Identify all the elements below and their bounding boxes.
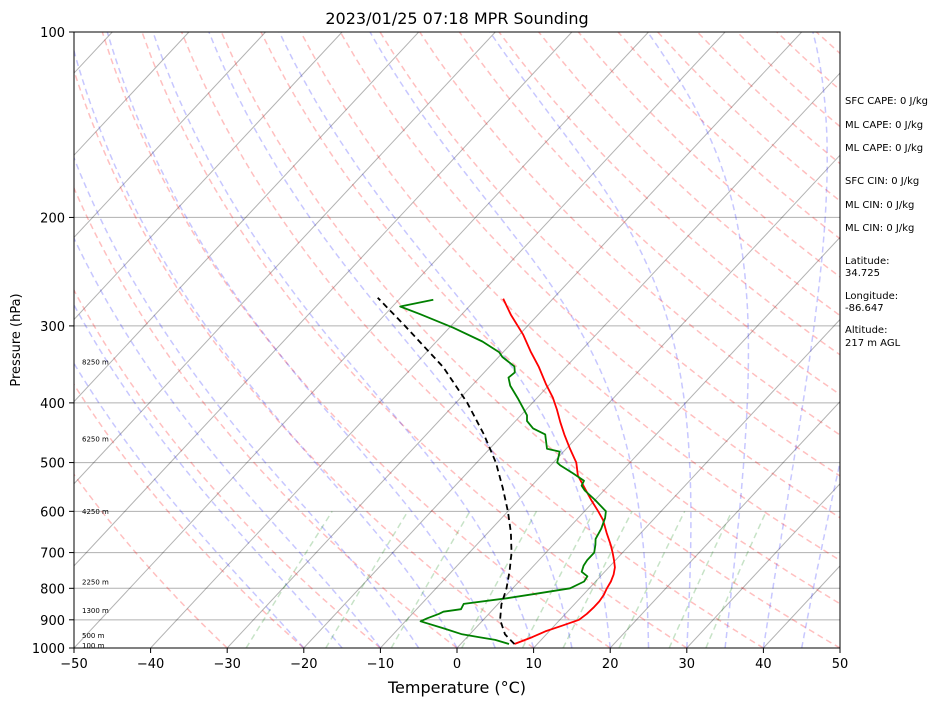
isotherm-line	[456, 236, 840, 648]
altitude-text: Altitude: 217 m AGL	[845, 325, 901, 349]
axis-ticks: −50 −40 −30 −20 −10 0 10 20 30 40 50 100 200 300 400 50…	[32, 26, 848, 672]
moist-adiabat-line	[647, 32, 750, 648]
x-axis-label: Temperature (°C)	[387, 678, 526, 697]
moist-adiabat-line	[74, 236, 381, 648]
mixing-ratio-line	[562, 510, 633, 648]
mixing-ratio-line	[668, 510, 733, 648]
mixing-ratio-line	[618, 510, 686, 648]
y-axis-label: Pressure (hPa)	[9, 293, 24, 386]
dry-adiabat-line	[74, 383, 305, 648]
height-annotation-label: 6250 m	[82, 436, 109, 444]
mixing-ratio-line	[461, 510, 538, 648]
ml-cape-text: ML CAPE: 0 J/kg	[845, 120, 923, 131]
moist-adiabat-line	[74, 155, 420, 648]
y-tick-label: 700	[40, 547, 65, 562]
dry-adiabat-line	[498, 32, 840, 356]
mixing-ratio-line	[521, 510, 595, 648]
isotherm-line	[74, 32, 343, 321]
moist-adiabat-line	[762, 32, 828, 648]
isotherm-line	[686, 483, 840, 648]
x-tick-label: −50	[60, 657, 87, 672]
height-annotations: 100 m 500 m 1300 m 2250 m 4250 m 6250 m 8250 m	[82, 359, 109, 650]
moist-adiabat-line	[369, 32, 650, 648]
y-tick-label: 800	[40, 582, 65, 597]
y-tick-label: 900	[40, 614, 65, 629]
isotherm-line	[74, 32, 573, 567]
isotherm-line	[533, 318, 840, 648]
moist-adiabat-line	[278, 32, 611, 648]
isotherm-line	[74, 32, 190, 156]
height-annotation-label: 100 m	[82, 642, 105, 650]
data-lines	[377, 297, 616, 645]
y-tick-label: 500	[40, 457, 65, 472]
side-info-panel: SFC CAPE: 0 J/kg ML CAPE: 0 J/kg ML CAPE…	[845, 96, 928, 349]
x-tick-label: 20	[602, 657, 619, 672]
dry-adiabat-line	[74, 186, 458, 648]
longitude-text: Longitude: -86.647	[845, 291, 898, 314]
x-tick-label: −20	[290, 657, 317, 672]
x-tick-label: −10	[367, 657, 394, 672]
isotherm-line	[74, 32, 420, 403]
dewpoint-profile-line	[399, 298, 607, 645]
y-tick-label: 1000	[32, 642, 65, 657]
moist-adiabat-line	[74, 303, 343, 648]
mixing-ratio-line	[245, 510, 333, 648]
moist-adiabat-line	[74, 362, 305, 648]
dry-adiabat-line	[538, 32, 840, 317]
x-tick-label: 40	[755, 657, 772, 672]
dry-adiabat-line	[180, 32, 764, 648]
isotherm-line	[303, 72, 840, 648]
chart-title: 2023/01/25 07:18 MPR Sounding	[325, 9, 588, 28]
y-tick-label: 100	[40, 26, 65, 41]
mixing-ratio-line	[390, 510, 471, 648]
moist-adiabat-line	[800, 459, 840, 648]
moist-adiabat-line	[106, 32, 496, 648]
isotherm-line	[74, 32, 496, 485]
background-lines	[74, 32, 840, 648]
moist-adiabat-line	[208, 32, 573, 648]
y-tick-label: 300	[40, 320, 65, 335]
ml-cape-text-2: ML CAPE: 0 J/kg	[845, 143, 923, 154]
isotherm-line	[150, 32, 726, 648]
y-tick-label: 400	[40, 397, 65, 412]
isotherm-line	[74, 32, 649, 648]
dry-adiabat-line	[220, 32, 840, 648]
height-annotation-label: 4250 m	[82, 508, 109, 516]
isotherm-line	[74, 32, 266, 239]
y-tick-label: 200	[40, 211, 65, 226]
height-annotation-label: 2250 m	[82, 579, 109, 587]
height-annotation-label: 1300 m	[82, 607, 109, 615]
mixing-ratio-line	[325, 510, 409, 648]
temperature-profile-line	[502, 298, 616, 645]
sfc-cape-text: SFC CAPE: 0 J/kg	[845, 96, 928, 107]
isotherm-line	[226, 32, 803, 648]
moist-adiabat-line	[74, 48, 458, 648]
ml-cin-text: ML CIN: 0 J/kg	[845, 200, 914, 211]
x-tick-label: 10	[525, 657, 542, 672]
dry-adiabat-line	[74, 473, 228, 648]
y-tick-label: 600	[40, 505, 65, 520]
latitude-text: Latitude: 34.725	[845, 256, 890, 279]
dry-adiabat-line	[74, 68, 535, 648]
sfc-cin-text: SFC CIN: 0 J/kg	[845, 176, 919, 187]
x-tick-label: −40	[137, 657, 164, 672]
isotherm-line	[609, 400, 840, 648]
isotherm-line	[380, 154, 840, 648]
dry-adiabat-line	[74, 288, 381, 648]
x-tick-label: 50	[832, 657, 849, 672]
ml-cin-text-2: ML CIN: 0 J/kg	[845, 223, 914, 234]
x-tick-label: 30	[679, 657, 696, 672]
moist-adiabat-line	[152, 32, 535, 648]
mixing-ratio-line	[705, 510, 767, 648]
dry-adiabat-line	[101, 32, 611, 648]
x-tick-label: 0	[453, 657, 461, 672]
height-annotation-label: 8250 m	[82, 359, 109, 367]
height-annotation-label: 500 m	[82, 632, 105, 640]
moist-adiabat-line	[489, 32, 692, 648]
x-tick-label: −30	[213, 657, 240, 672]
